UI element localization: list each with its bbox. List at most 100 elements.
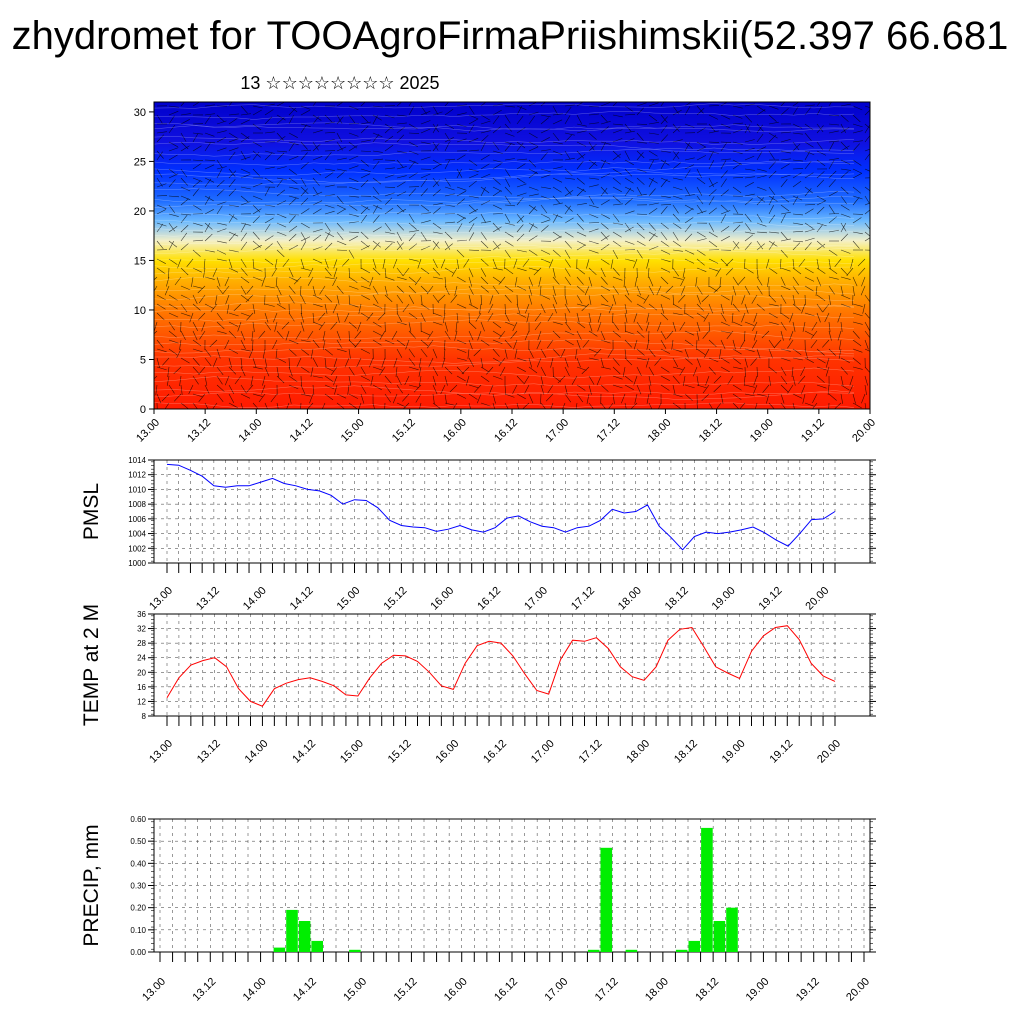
wind-barb <box>636 357 647 361</box>
wind-barb <box>468 312 470 324</box>
wind-barb <box>161 393 170 402</box>
wind-barb <box>696 210 707 215</box>
wind-barb <box>696 258 705 266</box>
wind-barb <box>228 138 239 143</box>
wind-barb <box>792 195 803 201</box>
wind-barb <box>456 154 466 161</box>
wind-barb <box>744 393 755 397</box>
wind-barb <box>360 240 369 248</box>
wind-barb <box>492 222 500 231</box>
wind-barb <box>720 210 731 215</box>
wind-barb <box>612 276 623 281</box>
wind-barb <box>504 402 509 409</box>
wind-barb <box>384 197 393 206</box>
wind-barb <box>240 113 251 116</box>
wind-barb <box>768 132 778 139</box>
wind-barb <box>624 168 633 177</box>
profile-y-tick-label: 0 <box>140 404 146 416</box>
wind-barb <box>696 285 703 295</box>
wind-barb <box>156 195 168 197</box>
wind-barb <box>468 267 474 278</box>
wind-barb <box>467 348 470 359</box>
wind-barb <box>828 229 839 233</box>
wind-barb <box>204 196 211 206</box>
wind-barb <box>300 236 311 242</box>
contour-line <box>154 258 855 270</box>
precip-x-tick-label: 16.12 <box>492 976 520 1004</box>
wind-barb <box>828 348 837 357</box>
wind-barb <box>204 348 212 358</box>
wind-barb <box>523 375 530 385</box>
wind-barb <box>357 321 362 332</box>
wind-barb <box>258 393 266 403</box>
wind-barb <box>204 276 215 280</box>
temp-x-tick-label: 16.00 <box>433 738 461 766</box>
wind-barb <box>228 132 238 139</box>
wind-barb <box>792 276 799 286</box>
wind-barb <box>204 104 215 107</box>
wind-barb <box>600 384 609 392</box>
wind-barb <box>816 179 825 188</box>
wind-barb <box>588 213 599 219</box>
wind-barb <box>288 245 298 251</box>
wind-barb <box>852 197 860 206</box>
wind-barb <box>324 384 335 390</box>
wind-barb <box>708 189 717 197</box>
wind-barb <box>824 312 830 323</box>
wind-barb <box>216 120 227 125</box>
wind-barb <box>647 267 650 279</box>
wind-barb <box>564 157 575 161</box>
wind-barb <box>600 303 611 307</box>
wind-barb <box>216 169 223 179</box>
wind-barb <box>648 208 658 215</box>
wind-barb <box>720 141 732 143</box>
wind-barb <box>852 285 855 296</box>
wind-barb <box>228 348 239 354</box>
wind-barb <box>792 123 803 129</box>
wind-barb <box>696 402 698 409</box>
wind-barb <box>624 285 630 296</box>
wind-barb <box>252 168 261 177</box>
wind-barb <box>300 267 311 271</box>
wind-barb <box>816 222 827 227</box>
wind-barb <box>552 285 556 296</box>
wind-barb <box>276 231 287 236</box>
wind-barb <box>738 276 746 285</box>
wind-barb <box>276 222 287 228</box>
wind-barb <box>840 294 851 300</box>
wind-barb <box>468 168 479 172</box>
wind-barb <box>564 134 573 143</box>
wind-barb <box>300 375 302 387</box>
wind-barb <box>419 375 422 386</box>
wind-barb <box>504 348 508 359</box>
wind-barb <box>792 321 796 332</box>
wind-barb <box>379 330 386 340</box>
wind-barb <box>420 285 429 294</box>
wind-barb <box>384 285 388 296</box>
wind-barb <box>480 267 487 277</box>
wind-barb <box>576 154 586 161</box>
wind-barb <box>852 186 861 194</box>
wind-barb <box>822 339 830 348</box>
wind-barb <box>624 123 632 132</box>
wind-barb <box>348 141 358 149</box>
wind-barb <box>552 214 559 224</box>
profile-x-tick-label: 18.12 <box>697 417 725 445</box>
wind-barb <box>300 384 306 395</box>
wind-barb <box>246 312 254 321</box>
wind-barb <box>732 204 739 214</box>
wind-barb <box>252 183 263 188</box>
wind-barb <box>312 141 319 151</box>
wind-barb <box>708 105 720 107</box>
wind-barb <box>420 339 429 347</box>
wind-barb <box>804 204 816 206</box>
wind-barb <box>480 130 491 134</box>
wind-barb <box>396 166 407 170</box>
wind-barb <box>240 258 247 268</box>
wind-barb <box>708 114 719 120</box>
wind-barb <box>341 258 350 267</box>
wind-barb <box>696 303 705 312</box>
wind-barb <box>804 237 815 242</box>
wind-barb <box>624 226 634 233</box>
wind-barb <box>624 330 635 335</box>
